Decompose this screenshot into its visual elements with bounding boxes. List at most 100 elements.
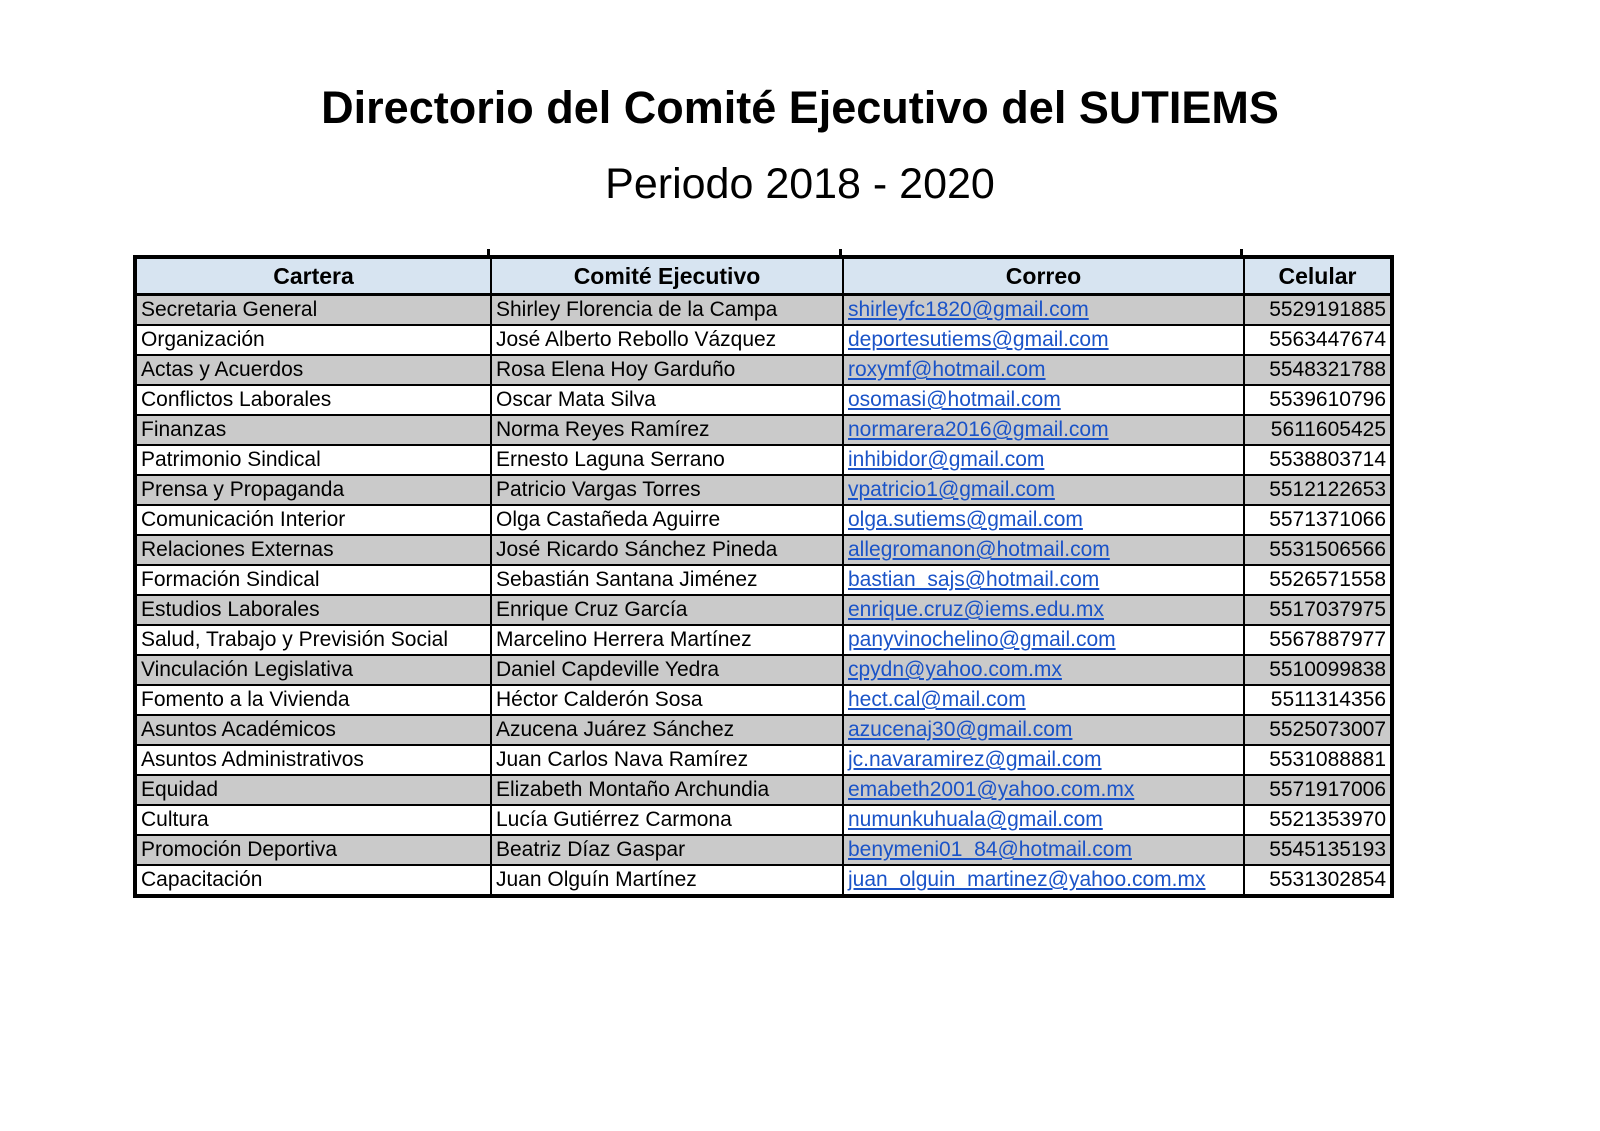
page-subtitle: Periodo 2018 - 2020 (605, 160, 995, 208)
cell-cartera: Asuntos Académicos (134, 714, 492, 746)
table-row: Equidad Elizabeth Montaño Archundia emabet… (134, 774, 1393, 806)
cell-correo: jc.navaramirez@gmail.com (842, 744, 1245, 776)
cell-comite-ejecutivo: Shirley Florencia de la Campa (490, 293, 844, 326)
table-row: Promoción Deportiva Beatriz Díaz Gaspar be… (134, 834, 1393, 866)
table-row: Vinculación Legislativa Daniel Capdeville… (134, 654, 1393, 686)
email-link[interactable]: bastian_sajs@hotmail.com (848, 568, 1100, 591)
cell-celular: 5531506566 (1243, 534, 1393, 566)
cell-cartera: Fomento a la Vivienda (134, 684, 492, 716)
email-link[interactable]: normarera2016@gmail.com (848, 418, 1109, 441)
cell-comite-ejecutivo: Juan Carlos Nava Ramírez (490, 744, 844, 776)
email-link[interactable]: cpydn@yahoo.com.mx (848, 658, 1062, 681)
cell-comite-ejecutivo: Patricio Vargas Torres (490, 474, 844, 506)
cell-correo: hect.cal@mail.com (842, 684, 1245, 716)
cell-celular: 5548321788 (1243, 354, 1393, 386)
cell-cartera: Formación Sindical (134, 564, 492, 596)
table-row: Estudios Laborales Enrique Cruz García enr… (134, 594, 1393, 626)
cell-correo: vpatricio1@gmail.com (842, 474, 1245, 506)
cell-celular: 5526571558 (1243, 564, 1393, 596)
cell-correo: benymeni01_84@hotmail.com (842, 834, 1245, 866)
cell-celular: 5538803714 (1243, 444, 1393, 476)
table-row: Cultura Lucía Gutiérrez Carmona numunkuhua… (134, 804, 1393, 836)
cell-celular: 5539610796 (1243, 384, 1393, 416)
table-row: Capacitación Juan Olguín Martínez juan_olg… (134, 864, 1393, 897)
cell-comite-ejecutivo: Enrique Cruz García (490, 594, 844, 626)
cell-celular: 5571371066 (1243, 504, 1393, 536)
cell-correo: shirleyfc1820@gmail.com (842, 293, 1245, 326)
cell-cartera: Actas y Acuerdos (134, 354, 492, 386)
email-link[interactable]: shirleyfc1820@gmail.com (848, 298, 1089, 321)
cell-comite-ejecutivo: Rosa Elena Hoy Garduño (490, 354, 844, 386)
cell-celular: 5525073007 (1243, 714, 1393, 746)
cell-comite-ejecutivo: Ernesto Laguna Serrano (490, 444, 844, 476)
email-link[interactable]: azucenaj30@gmail.com (848, 718, 1073, 741)
table-row: Salud, Trabajo y Previsión Social Marceli… (134, 624, 1393, 656)
email-link[interactable]: roxymf@hotmail.com (848, 358, 1046, 381)
email-link[interactable]: inhibidor@gmail.com (848, 448, 1045, 471)
cell-correo: allegromanon@hotmail.com (842, 534, 1245, 566)
cell-correo: roxymf@hotmail.com (842, 354, 1245, 386)
cell-comite-ejecutivo: Daniel Capdeville Yedra (490, 654, 844, 686)
cell-cartera: Secretaria General (134, 293, 492, 326)
cell-celular: 5611605425 (1243, 414, 1393, 446)
table-row: Relaciones Externas José Ricardo Sánchez … (134, 534, 1393, 566)
cell-celular: 5545135193 (1243, 834, 1393, 866)
cell-correo: azucenaj30@gmail.com (842, 714, 1245, 746)
cell-comite-ejecutivo: Héctor Calderón Sosa (490, 684, 844, 716)
table-row: Organización José Alberto Rebollo Vázquez… (134, 324, 1393, 356)
directory-table-container: Cartera Comité Ejecutivo Correo Celular … (133, 249, 1394, 898)
table-row: Asuntos Administrativos Juan Carlos Nava … (134, 744, 1393, 776)
cell-cartera: Estudios Laborales (134, 594, 492, 626)
cell-cartera: Comunicación Interior (134, 504, 492, 536)
table-row: Conflictos Laborales Oscar Mata Silva osom… (134, 384, 1393, 416)
cell-comite-ejecutivo: Sebastián Santana Jiménez (490, 564, 844, 596)
cell-correo: panyvinochelino@gmail.com (842, 624, 1245, 656)
column-tick-mark (1240, 249, 1243, 255)
email-link[interactable]: panyvinochelino@gmail.com (848, 628, 1116, 651)
email-link[interactable]: osomasi@hotmail.com (848, 388, 1061, 411)
cell-comite-ejecutivo: Olga Castañeda Aguirre (490, 504, 844, 536)
cell-comite-ejecutivo: Oscar Mata Silva (490, 384, 844, 416)
cell-cartera: Conflictos Laborales (134, 384, 492, 416)
cell-cartera: Organización (134, 324, 492, 356)
column-header-correo: Correo (842, 256, 1245, 296)
cell-celular: 5531302854 (1243, 864, 1393, 897)
email-link[interactable]: vpatricio1@gmail.com (848, 478, 1055, 501)
cell-cartera: Promoción Deportiva (134, 834, 492, 866)
email-link[interactable]: allegromanon@hotmail.com (848, 538, 1110, 561)
cell-cartera: Capacitación (134, 864, 492, 897)
email-link[interactable]: deportesutiems@gmail.com (848, 328, 1109, 351)
cell-correo: cpydn@yahoo.com.mx (842, 654, 1245, 686)
cell-cartera: Patrimonio Sindical (134, 444, 492, 476)
cell-comite-ejecutivo: José Alberto Rebollo Vázquez (490, 324, 844, 356)
cell-comite-ejecutivo: Norma Reyes Ramírez (490, 414, 844, 446)
cell-correo: numunkuhuala@gmail.com (842, 804, 1245, 836)
column-header-celular: Celular (1243, 256, 1393, 296)
email-link[interactable]: jc.navaramirez@gmail.com (848, 748, 1102, 771)
column-header-cartera: Cartera (134, 256, 492, 296)
column-tick-mark (839, 249, 842, 255)
cell-correo: enrique.cruz@iems.edu.mx (842, 594, 1245, 626)
cell-correo: osomasi@hotmail.com (842, 384, 1245, 416)
cell-cartera: Finanzas (134, 414, 492, 446)
table-row: Comunicación Interior Olga Castañeda Agui… (134, 504, 1393, 536)
email-link[interactable]: enrique.cruz@iems.edu.mx (848, 598, 1104, 621)
email-link[interactable]: numunkuhuala@gmail.com (848, 808, 1103, 831)
email-link[interactable]: olga.sutiems@gmail.com (848, 508, 1083, 531)
cell-cartera: Vinculación Legislativa (134, 654, 492, 686)
cell-comite-ejecutivo: Juan Olguín Martínez (490, 864, 844, 897)
cell-cartera: Asuntos Administrativos (134, 744, 492, 776)
email-link[interactable]: hect.cal@mail.com (848, 688, 1026, 711)
cell-comite-ejecutivo: Lucía Gutiérrez Carmona (490, 804, 844, 836)
cell-correo: bastian_sajs@hotmail.com (842, 564, 1245, 596)
cell-comite-ejecutivo: Beatriz Díaz Gaspar (490, 834, 844, 866)
table-row: Secretaria General Shirley Florencia de l… (134, 293, 1393, 326)
cell-cartera: Prensa y Propaganda (134, 474, 492, 506)
email-link[interactable]: juan_olguin_martinez@yahoo.com.mx (848, 868, 1206, 891)
cell-comite-ejecutivo: José Ricardo Sánchez Pineda (490, 534, 844, 566)
email-link[interactable]: emabeth2001@yahoo.com.mx (848, 778, 1135, 801)
cell-correo: inhibidor@gmail.com (842, 444, 1245, 476)
email-link[interactable]: benymeni01_84@hotmail.com (848, 838, 1132, 861)
cell-correo: normarera2016@gmail.com (842, 414, 1245, 446)
directory-table-body: Secretaria General Shirley Florencia de l… (134, 293, 1393, 897)
